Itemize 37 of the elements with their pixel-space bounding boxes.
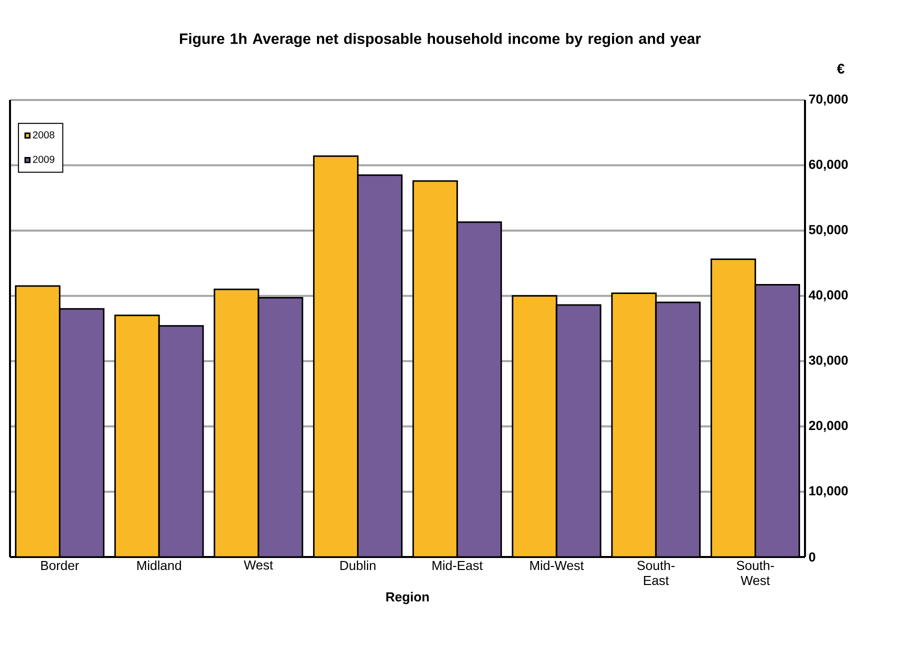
x-tick-label: Dublin: [340, 560, 376, 570]
y-tick-label: 70,000: [809, 94, 848, 106]
bar: [313, 155, 359, 557]
legend-label: 2008: [33, 131, 54, 138]
y-tick-label: 30,000: [808, 356, 848, 367]
x-axis-title: Region: [386, 592, 429, 604]
bar: [214, 288, 260, 557]
bar: [114, 314, 160, 557]
x-tick-label: West: [244, 560, 274, 570]
y-axis-title: €: [836, 64, 844, 74]
bar: [258, 297, 304, 557]
bar: [456, 221, 502, 557]
bar: [58, 308, 104, 557]
y-tick-label: 0: [809, 552, 816, 562]
y-tick-label: 40,000: [808, 290, 848, 302]
bar: [655, 302, 701, 557]
y-tick-label: 20,000: [808, 420, 848, 432]
chart-title: Figure 1h Average net disposable household income by region and year: [180, 32, 701, 48]
x-tick-label: Midland: [137, 560, 181, 570]
x-tick-label: South-West: [736, 560, 774, 586]
bar: [158, 325, 204, 557]
bar: [357, 174, 403, 557]
bar: [412, 180, 458, 557]
x-tick-label: Mid-East: [432, 560, 483, 570]
y-tick-label: 10,000: [809, 486, 848, 498]
bar: [754, 284, 800, 557]
y-tick-label: 60,000: [809, 160, 848, 171]
bar: [710, 258, 756, 557]
bar: [611, 292, 657, 557]
bar: [14, 285, 60, 557]
x-tick-label: South-East: [637, 560, 675, 586]
x-tick-label: Border: [41, 560, 79, 570]
bar: [556, 304, 602, 557]
bar: [512, 295, 558, 557]
y-tick-label: 50,000: [808, 225, 848, 236]
x-tick-label: Mid-West: [530, 560, 584, 570]
legend-label: 2009: [33, 156, 54, 163]
